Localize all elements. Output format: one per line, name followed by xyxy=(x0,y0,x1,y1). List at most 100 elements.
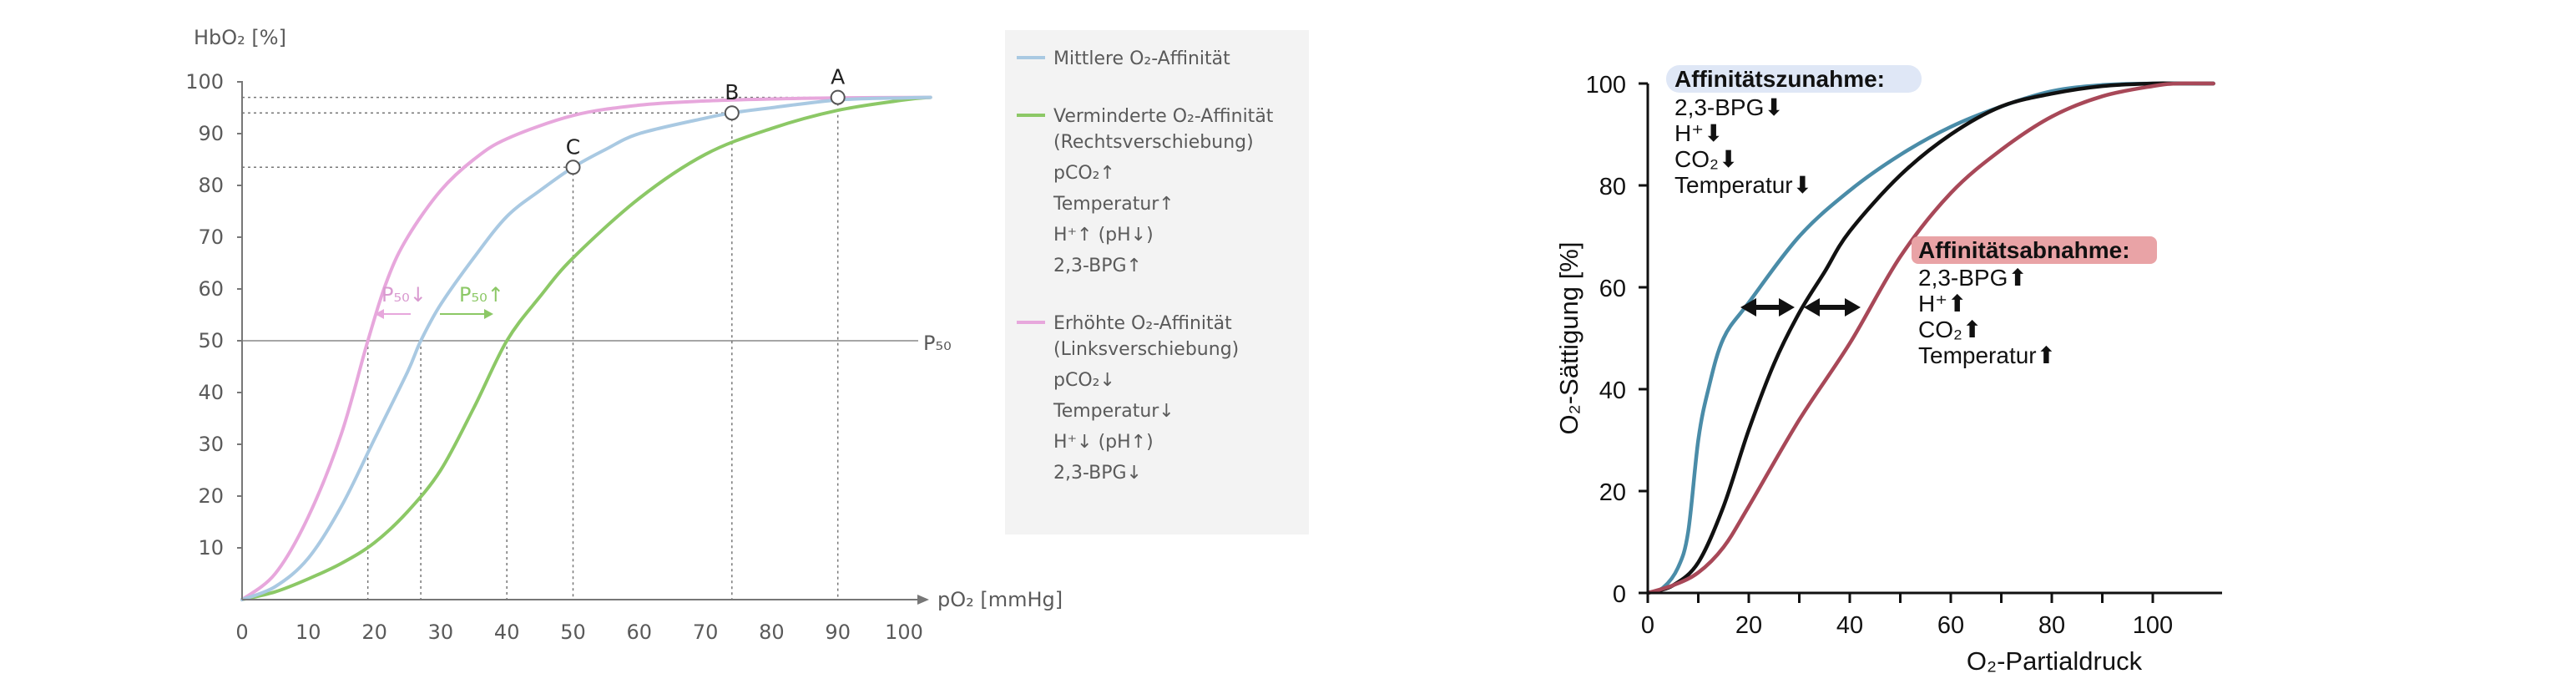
legend-left-note-3: 2,3-BPG↓ xyxy=(1053,463,1142,484)
point-B xyxy=(724,105,740,121)
left-x-tick-labels: 0 10 20 30 40 50 60 70 80 90 100 xyxy=(235,621,923,644)
left-y-tick-40: 40 xyxy=(198,381,224,404)
left-y-tick-100: 100 xyxy=(185,70,224,94)
right-y-tick-40: 40 xyxy=(1599,377,1626,404)
legend-left-note-0: pCO₂↓ xyxy=(1053,370,1115,391)
shift-arrow-right xyxy=(1804,298,1861,317)
p50-down-arrowhead xyxy=(375,309,384,319)
affinity-increase-item-1: H⁺⬇ xyxy=(1674,120,1723,146)
affinity-increase-item-3: Temperatur⬇ xyxy=(1674,172,1812,198)
left-y-tick-60: 60 xyxy=(198,277,224,301)
right-x-axis-label: O₂-Partialdruck xyxy=(1967,646,2143,676)
curve-affinity-increase xyxy=(1645,81,2215,595)
right-y-tick-100: 100 xyxy=(1586,72,1626,99)
legend-box xyxy=(1005,30,1309,534)
left-x-tick-60: 60 xyxy=(627,621,653,644)
left-x-tick-30: 30 xyxy=(428,621,454,644)
legend-label-erhoehte-line1: Erhöhte O₂-Affinität xyxy=(1053,313,1232,334)
shift-arrow-left xyxy=(1740,298,1795,317)
left-guide-lines xyxy=(242,96,918,600)
p50-up-annotation: P₅₀↑ xyxy=(459,283,504,306)
point-label-C: C xyxy=(566,134,580,159)
right-x-tick-0: 0 xyxy=(1641,612,1654,639)
left-x-tick-100: 100 xyxy=(885,621,923,644)
affinity-increase-highlight xyxy=(1666,65,1922,93)
left-x-tick-10: 10 xyxy=(295,621,321,644)
left-y-axis-label: HbO₂ [%] xyxy=(194,26,286,49)
left-x-axis-arrow xyxy=(917,595,929,605)
legend-label-erhoehte: Erhöhte O₂-Affinität (Linksverschiebung) xyxy=(1053,313,1239,360)
left-x-tick-90: 90 xyxy=(825,621,851,644)
left-y-tick-80: 80 xyxy=(198,174,224,197)
left-y-tick-50: 50 xyxy=(198,329,224,352)
affinity-decrease-highlight xyxy=(1912,236,2157,264)
left-y-tick-10: 10 xyxy=(198,536,224,560)
legend-label-mittlere: Mittlere O₂-Affinität xyxy=(1053,48,1230,69)
affinity-increase-item-2: CO₂⬇ xyxy=(1674,146,1738,172)
left-x-tick-40: 40 xyxy=(494,621,520,644)
left-y-tick-labels: 10 20 30 40 50 60 70 80 90 100 xyxy=(185,70,242,560)
curve-mittlere xyxy=(240,95,932,601)
legend-label-verminderte-line2: (Rechtsverschiebung) xyxy=(1053,132,1254,153)
p50-up-arrowhead xyxy=(484,309,493,319)
left-y-tick-30: 30 xyxy=(198,433,224,456)
affinity-decrease-list: 2,3-BPG⬆H⁺⬆CO₂⬆Temperatur⬆ xyxy=(1918,265,2056,368)
right-x-tick-100: 100 xyxy=(2133,612,2173,639)
right-y-tick-20: 20 xyxy=(1599,479,1626,506)
legend-right-shift-notes: pCO₂↑ Temperatur↑ H⁺↑ (pH↓) 2,3-BPG↑ xyxy=(1053,163,1174,276)
right-y-tick-0: 0 xyxy=(1613,581,1626,608)
left-x-tick-0: 0 xyxy=(235,621,248,644)
affinity-increase-item-0: 2,3-BPG⬇ xyxy=(1674,94,1784,120)
point-label-A: A xyxy=(831,65,845,89)
right-x-tick-60: 60 xyxy=(1937,612,1964,639)
right-y-axis-label: O₂-Sättigung [%] xyxy=(1554,242,1583,435)
affinity-decrease-title: Affinitätsabnahme: xyxy=(1918,237,2130,263)
legend-label-verminderte-line1: Verminderte O₂-Affinität xyxy=(1053,106,1274,127)
legend-right-note-3: 2,3-BPG↑ xyxy=(1053,256,1142,276)
left-x-axis-label: pO₂ [mmHg] xyxy=(937,588,1063,611)
right-chart: 0 20 40 60 80 100 0 20 40 60 80 100 O₂-Partialdruc… xyxy=(1554,65,2222,676)
legend-right-note-1: Temperatur↑ xyxy=(1053,194,1174,215)
left-x-tick-70: 70 xyxy=(693,621,719,644)
p50-down-annotation: P₅₀↓ xyxy=(381,283,427,306)
affinity-increase-title: Affinitätszunahme: xyxy=(1674,66,1885,92)
affinity-increase-list: 2,3-BPG⬇H⁺⬇CO₂⬇Temperatur⬇ xyxy=(1674,94,1812,198)
affinity-decrease-item-0: 2,3-BPG⬆ xyxy=(1918,265,2028,291)
left-curves xyxy=(240,95,932,601)
left-marked-points: A B C xyxy=(565,65,846,175)
point-label-B: B xyxy=(725,80,739,104)
right-y-ticks: 0 20 40 60 80 100 xyxy=(1586,72,1648,608)
right-y-tick-80: 80 xyxy=(1599,174,1626,200)
point-C xyxy=(565,160,581,175)
legend-left-shift-notes: pCO₂↓ Temperatur↓ H⁺↓ (pH↑) 2,3-BPG↓ xyxy=(1053,370,1174,484)
legend-right-note-0: pCO₂↑ xyxy=(1053,163,1115,184)
right-x-tick-80: 80 xyxy=(2038,612,2065,639)
legend-right-note-2: H⁺↑ (pH↓) xyxy=(1053,225,1154,246)
affinity-decrease-item-1: H⁺⬆ xyxy=(1918,291,1967,317)
left-x-tick-50: 50 xyxy=(560,621,586,644)
right-x-tick-20: 20 xyxy=(1735,612,1762,639)
left-y-tick-90: 90 xyxy=(198,122,224,145)
left-y-tick-20: 20 xyxy=(198,484,224,508)
right-curves xyxy=(1645,81,2215,595)
affinity-decrease-item-3: Temperatur⬆ xyxy=(1918,342,2056,368)
legend-label-erhoehte-line2: (Linksverschiebung) xyxy=(1053,339,1239,360)
left-x-tick-20: 20 xyxy=(361,621,387,644)
curve-verminderte xyxy=(240,95,932,601)
p50-label: P₅₀ xyxy=(923,332,952,355)
left-x-tick-80: 80 xyxy=(759,621,785,644)
left-chart: HbO₂ [%] 0 10 20 30 40 50 60 70 80 90 100 10 20 30 40… xyxy=(185,26,1309,644)
right-x-ticks: 0 20 40 60 80 100 xyxy=(1641,593,2173,639)
legend-label-verminderte: Verminderte O₂-Affinität (Rechtsverschie… xyxy=(1053,106,1279,153)
curve-normal xyxy=(1645,81,2215,595)
curve-erhoehte xyxy=(240,95,932,601)
right-y-tick-60: 60 xyxy=(1599,276,1626,302)
right-x-tick-40: 40 xyxy=(1836,612,1863,639)
affinity-decrease-item-2: CO₂⬆ xyxy=(1918,317,1982,342)
curve-affinity-decrease xyxy=(1645,81,2215,595)
legend-left-note-1: Temperatur↓ xyxy=(1053,401,1174,422)
legend-left-note-2: H⁺↓ (pH↑) xyxy=(1053,432,1154,453)
point-A xyxy=(830,89,846,105)
left-y-tick-70: 70 xyxy=(198,225,224,249)
